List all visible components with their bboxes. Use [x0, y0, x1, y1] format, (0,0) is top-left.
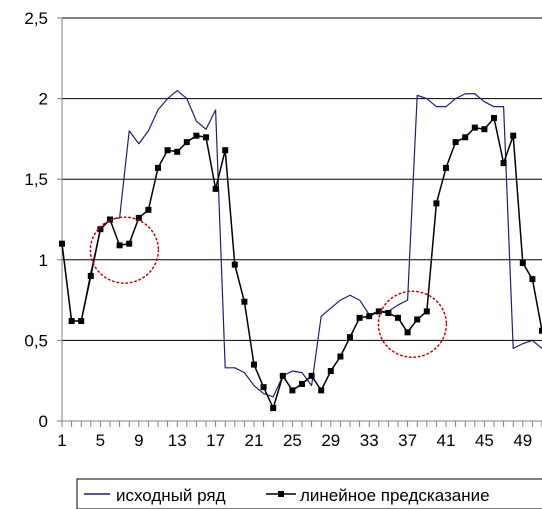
prediction-point — [68, 318, 75, 325]
prediction-point — [270, 405, 277, 412]
y-tick-label: 1,5 — [24, 170, 48, 189]
prediction-point — [116, 242, 123, 249]
grid-layer — [62, 17, 542, 341]
series-line-prediction — [61, 117, 542, 409]
prediction-point — [395, 314, 401, 321]
prediction-point — [327, 368, 334, 375]
y-tick-label: 2 — [39, 90, 48, 109]
prediction-point — [183, 139, 190, 146]
prediction-point — [260, 384, 267, 391]
prediction-point — [97, 226, 104, 233]
highlight-layer — [89, 216, 448, 359]
prediction-point — [375, 308, 382, 315]
legend-swatch-prediction-marker — [278, 491, 284, 497]
prediction-point — [462, 134, 469, 141]
x-tick-label: 5 — [96, 431, 105, 450]
prediction-point — [126, 240, 133, 247]
x-tick-label: 9 — [134, 431, 143, 450]
axis-layer: 0 0,5 1 1,5 2 2,5 1 5 9 13 17 21 25 29 33 37 41 45 49 — [24, 9, 542, 450]
prediction-point — [414, 316, 421, 323]
y-tick-label: 2,5 — [24, 9, 48, 28]
prediction-point — [529, 276, 536, 283]
x-tick-label: 29 — [321, 431, 340, 450]
prediction-point — [539, 327, 542, 334]
legend-box — [76, 478, 542, 509]
prediction-point — [443, 164, 449, 171]
prediction-point — [289, 387, 296, 394]
legend-label-prediction: линейное предсказание — [300, 486, 490, 505]
prediction-point — [433, 200, 440, 207]
prediction-point — [251, 361, 257, 368]
prediction-point — [164, 147, 171, 154]
x-tick-label: 13 — [168, 431, 187, 450]
series-line-original — [61, 89, 542, 398]
prediction-point — [366, 313, 373, 320]
legend: исходный ряд линейное предсказание — [76, 478, 542, 509]
prediction-point — [500, 160, 507, 167]
prediction-point — [155, 164, 161, 171]
prediction-point — [193, 132, 200, 139]
highlight-circle — [377, 290, 448, 359]
prediction-point — [318, 387, 325, 394]
x-tick-label: 25 — [283, 431, 302, 450]
prediction-point — [481, 126, 488, 133]
prediction-point — [135, 214, 142, 221]
prediction-point — [241, 298, 248, 305]
prediction-point — [174, 148, 181, 155]
prediction-point — [404, 329, 411, 336]
y-tick-label: 1 — [39, 251, 48, 270]
prediction-point — [59, 240, 65, 247]
x-tick-label: 41 — [437, 431, 456, 450]
y-tick-label: 0,5 — [24, 331, 48, 350]
prediction-point — [423, 308, 430, 315]
prediction-point — [491, 114, 497, 121]
x-tick-label: 45 — [475, 431, 494, 450]
prediction-point — [510, 132, 517, 139]
highlight-circle — [89, 216, 160, 284]
x-tick-label: 33 — [360, 431, 379, 450]
prediction-point — [356, 314, 363, 321]
prediction-point — [347, 334, 353, 341]
prediction-point — [452, 139, 459, 146]
x-tick-label: 21 — [245, 431, 264, 450]
prediction-point — [308, 372, 315, 379]
prediction-point — [107, 216, 113, 223]
prediction-point — [203, 134, 209, 141]
prediction-point — [145, 206, 152, 213]
prediction-point — [385, 309, 392, 316]
prediction-point — [279, 372, 286, 379]
x-tick-label: 37 — [398, 431, 417, 450]
prediction-point — [299, 380, 305, 387]
x-tick-label: 49 — [513, 431, 532, 450]
x-tick-label: 17 — [206, 431, 225, 450]
x-tick-label: 1 — [57, 431, 66, 450]
legend-label-original: исходный ряд — [116, 486, 226, 505]
prediction-point — [78, 318, 85, 325]
prediction-point — [471, 124, 478, 131]
y-tick-label: 0 — [39, 412, 48, 431]
prediction-point — [337, 353, 344, 360]
prediction-point — [231, 261, 238, 268]
prediction-point — [212, 185, 219, 192]
prediction-point — [222, 147, 229, 154]
prediction-point — [519, 260, 526, 267]
series-layer — [59, 89, 542, 412]
prediction-point — [87, 272, 94, 279]
